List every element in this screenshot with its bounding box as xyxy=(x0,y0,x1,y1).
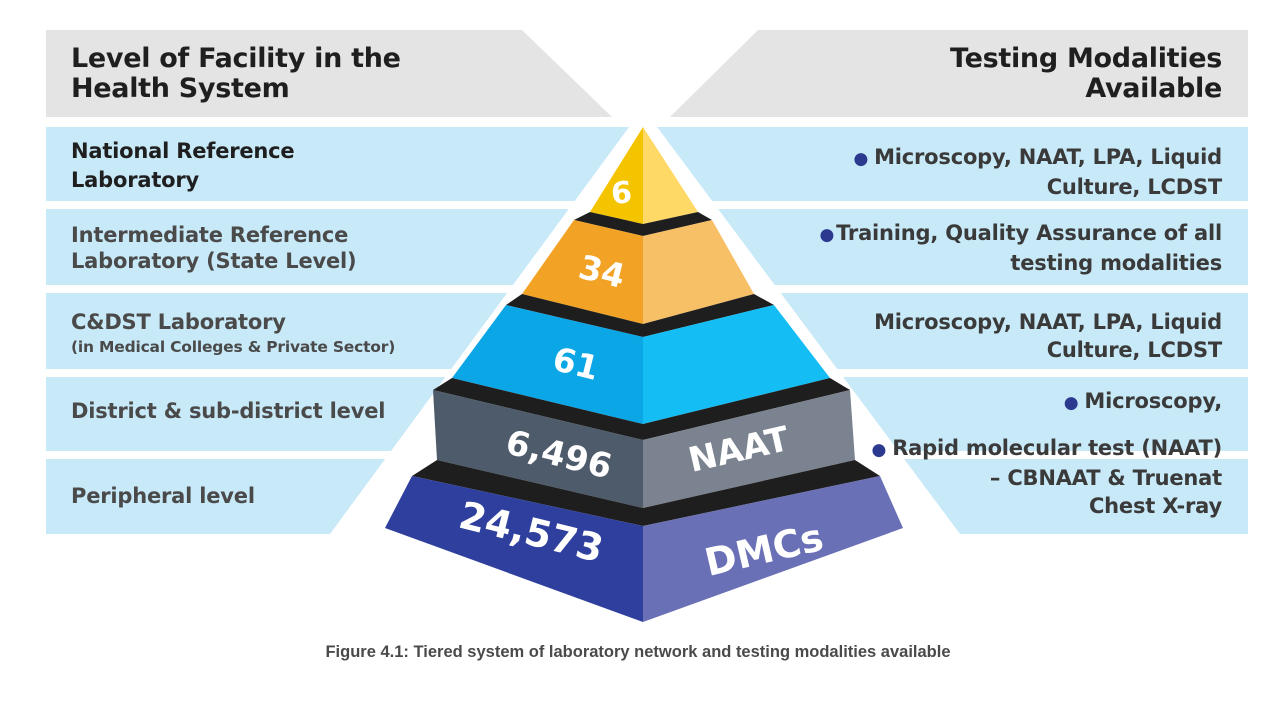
tier-4-side xyxy=(643,390,855,508)
modality-3-line-1: Microscopy, NAAT, LPA, Liquid xyxy=(874,310,1222,334)
figure-caption: Figure 4.1: Tiered system of laboratory … xyxy=(325,643,951,661)
left-header-line-2: Health System xyxy=(71,73,290,104)
modality-1-line-2: Culture, LCDST xyxy=(1046,175,1223,199)
modality-2-text-1: Training, Quality Assurance of all xyxy=(836,221,1222,245)
modality-4b: ● Rapid molecular test (NAAT) – CBNAAT & … xyxy=(871,434,1223,520)
tier-3-front xyxy=(452,305,643,424)
level-1-line-2: Laboratory xyxy=(71,168,200,192)
modality-1-line-1: ● Microscopy, NAAT, LPA, Liquid xyxy=(853,143,1222,173)
modality-4b-line-3: Chest X-ray xyxy=(1088,494,1222,518)
level-label-2: Intermediate Reference Laboratory (State… xyxy=(71,222,357,274)
tier-2-side xyxy=(643,220,754,324)
modality-2-line-1: ●Training, Quality Assurance of all xyxy=(819,219,1222,249)
tier-gap-4 xyxy=(412,460,880,526)
modality-2: ●Training, Quality Assurance of all test… xyxy=(819,219,1222,277)
tier-1-side xyxy=(643,127,698,224)
bullet-icon: ● xyxy=(853,149,869,169)
tier-5-front xyxy=(385,476,643,622)
tier-1-count: 6 xyxy=(609,175,634,212)
modality-4b-text-1: Rapid molecular test (NAAT) xyxy=(892,436,1222,460)
bullet-icon: ● xyxy=(871,440,887,460)
tier-gap-2 xyxy=(506,294,774,337)
modality-4b-line-1: ● Rapid molecular test (NAAT) xyxy=(871,434,1223,464)
left-header: Level of Facility in the Health System xyxy=(71,44,401,104)
right-header: Testing Modalities Available xyxy=(950,44,1222,104)
modality-4b-line-2: – CBNAAT & Truenat xyxy=(989,466,1222,490)
level-4-line-1: District & sub-district level xyxy=(71,399,386,423)
right-header-line-1: Testing Modalities xyxy=(950,43,1222,74)
bullet-icon: ● xyxy=(1063,393,1079,413)
level-2-line-1: Intermediate Reference xyxy=(71,223,349,247)
modality-4a-text: Microscopy, xyxy=(1084,389,1222,413)
modality-3-line-2: Culture, LCDST xyxy=(1046,338,1223,362)
level-label-5: Peripheral level xyxy=(71,482,255,511)
level-label-3: C&DST Laboratory (in Medical Colleges & … xyxy=(71,308,395,357)
tier-2-front xyxy=(522,220,643,324)
modality-2-line-2: testing modalities xyxy=(1010,251,1222,275)
tier-gap-3 xyxy=(433,378,850,440)
level-1-line-1: National Reference xyxy=(71,139,295,163)
modality-4a: ● Microscopy, xyxy=(1064,387,1222,417)
right-header-band xyxy=(670,30,1248,117)
modality-4a-line-1: ● Microscopy, xyxy=(1064,387,1222,417)
tier-3-side xyxy=(643,305,830,424)
bullet-icon: ● xyxy=(819,225,835,245)
level-label-1: National Reference Laboratory xyxy=(71,137,295,195)
left-header-band xyxy=(46,30,612,117)
level-label-4: District & sub-district level xyxy=(71,397,385,426)
left-header-line-1: Level of Facility in the xyxy=(71,43,401,74)
modality-1-text-1: Microscopy, NAAT, LPA, Liquid xyxy=(874,145,1222,169)
level-3-line-2: (in Medical Colleges & Private Sector) xyxy=(71,338,396,356)
tier-5-side xyxy=(643,476,903,622)
level-2-line-2: Laboratory (State Level) xyxy=(71,249,357,273)
tier-gap-1 xyxy=(574,212,712,236)
level-3-line-1: C&DST Laboratory xyxy=(71,310,286,334)
modality-1: ● Microscopy, NAAT, LPA, Liquid Culture, … xyxy=(853,143,1222,201)
tier-1-front xyxy=(590,127,643,224)
tier-4-front xyxy=(433,390,643,508)
level-5-line-1: Peripheral level xyxy=(71,484,255,508)
modality-3: Microscopy, NAAT, LPA, Liquid Culture, L… xyxy=(874,308,1222,364)
right-header-line-2: Available xyxy=(1085,73,1222,104)
